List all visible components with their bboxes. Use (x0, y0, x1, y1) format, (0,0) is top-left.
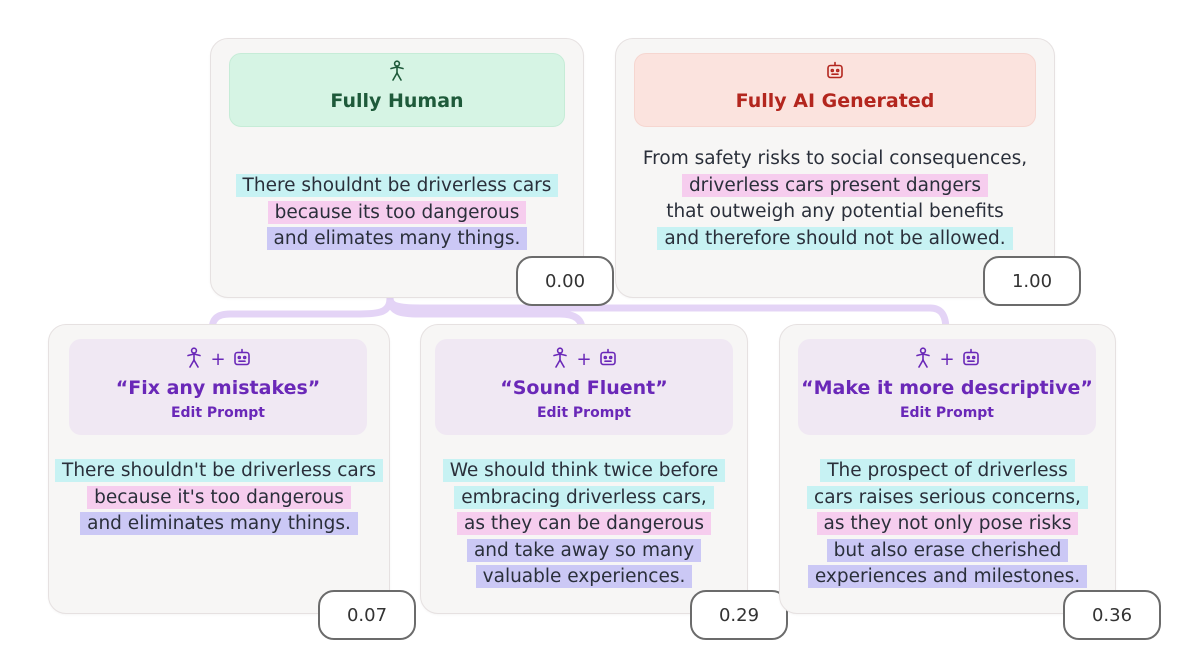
fluent-card: + “Sound Fluent” Edit Prompt We should t… (420, 324, 748, 614)
person-icon (913, 347, 933, 373)
text-line: because it's too dangerous (49, 485, 389, 512)
text-span: that outweigh any potential benefits (666, 201, 1004, 223)
text-line: embracing driverless cars, (421, 485, 747, 512)
robot-icon (232, 348, 252, 372)
fix-text: There shouldn't be driverless cars becau… (49, 458, 389, 538)
fluent-text: We should think twice before embracing d… (421, 458, 747, 591)
text-span: because its too dangerous (267, 200, 527, 224)
robot-icon (825, 61, 845, 85)
human-text: There shouldnt be driverless cars becaus… (211, 173, 583, 253)
human-card: Fully Human There shouldnt be driverless… (210, 38, 584, 298)
text-span: as they can be dangerous (457, 512, 711, 536)
ai-text: From safety risks to social consequences… (616, 146, 1054, 252)
text-span: and elimates many things. (266, 227, 528, 251)
text-line: cars raises serious concerns, (780, 485, 1115, 512)
text-line: and eliminates many things. (49, 511, 389, 538)
fix-title: “Fix any mistakes” (115, 377, 321, 399)
text-span: and eliminates many things. (80, 512, 358, 536)
fix-score-badge: 0.07 (318, 590, 416, 640)
text-line: and elimates many things. (211, 226, 583, 253)
text-span: and therefore should not be allowed. (657, 226, 1013, 250)
connector-line (386, 294, 950, 334)
human-score-badge: 0.00 (516, 256, 614, 306)
descriptive-title: “Make it more descriptive” (801, 377, 1093, 399)
text-span: experiences and milestones. (807, 565, 1088, 589)
text-span: From safety risks to social consequences… (642, 148, 1028, 169)
text-line: because its too dangerous (211, 200, 583, 227)
text-span: and take away so many (466, 538, 702, 562)
text-line: There shouldn't be driverless cars (49, 458, 389, 485)
ai-title: Fully AI Generated (735, 90, 935, 112)
text-line: The prospect of driverless (780, 458, 1115, 485)
text-line: and take away so many (421, 538, 747, 565)
text-span: but also erase cherished (826, 538, 1069, 562)
text-line: We should think twice before (421, 458, 747, 485)
fix-header: + “Fix any mistakes” Edit Prompt (69, 339, 367, 435)
plus-icon: + (210, 349, 226, 370)
descriptive-subtitle: Edit Prompt (899, 405, 995, 421)
text-line: experiences and milestones. (780, 564, 1115, 591)
robot-icon (598, 348, 618, 372)
ai-header: Fully AI Generated (634, 53, 1036, 127)
text-span: The prospect of driverless (820, 459, 1075, 482)
connector-line (208, 294, 394, 334)
text-span: as they not only pose risks (816, 512, 1079, 536)
text-line: that outweigh any potential benefits (616, 199, 1054, 226)
robot-icon (961, 348, 981, 372)
fluent-score-badge: 0.29 (690, 590, 788, 640)
text-span: embracing driverless cars, (454, 485, 714, 509)
text-span: valuable experiences. (475, 565, 693, 589)
text-line: and therefore should not be allowed. (616, 226, 1054, 253)
person-icon (184, 347, 204, 373)
text-line: driverless cars present dangers (616, 173, 1054, 200)
human-title: Fully Human (330, 90, 464, 112)
descriptive-text: The prospect of driverless cars raises s… (780, 458, 1115, 591)
fix-subtitle: Edit Prompt (170, 405, 266, 421)
descriptive-score-badge: 0.36 (1063, 590, 1161, 640)
descriptive-card: + “Make it more descriptive” Edit Prompt… (779, 324, 1116, 614)
fluent-title: “Sound Fluent” (500, 377, 668, 399)
person-icon (387, 60, 407, 86)
person-icon (550, 347, 570, 373)
text-line: as they not only pose risks (780, 511, 1115, 538)
text-line: as they can be dangerous (421, 511, 747, 538)
text-span: because it's too dangerous (87, 485, 351, 509)
text-span: There shouldn't be driverless cars (55, 459, 383, 482)
fluent-subtitle: Edit Prompt (536, 405, 632, 421)
text-span: cars raises serious concerns, (807, 485, 1088, 509)
descriptive-header: + “Make it more descriptive” Edit Prompt (798, 339, 1096, 435)
ai-card: Fully AI Generated From safety risks to … (615, 38, 1055, 298)
text-line: valuable experiences. (421, 564, 747, 591)
plus-icon: + (939, 349, 955, 370)
fluent-header: + “Sound Fluent” Edit Prompt (435, 339, 733, 435)
ai-score-badge: 1.00 (983, 256, 1081, 306)
human-header: Fully Human (229, 53, 565, 127)
text-line: From safety risks to social consequences… (616, 146, 1054, 173)
text-span: There shouldnt be driverless cars (235, 174, 559, 197)
text-span: We should think twice before (442, 459, 726, 482)
text-line: There shouldnt be driverless cars (211, 173, 583, 200)
fix-card: + “Fix any mistakes” Edit Prompt There s… (48, 324, 390, 614)
text-line: but also erase cherished (780, 538, 1115, 565)
text-span: driverless cars present dangers (681, 173, 989, 197)
plus-icon: + (576, 349, 592, 370)
